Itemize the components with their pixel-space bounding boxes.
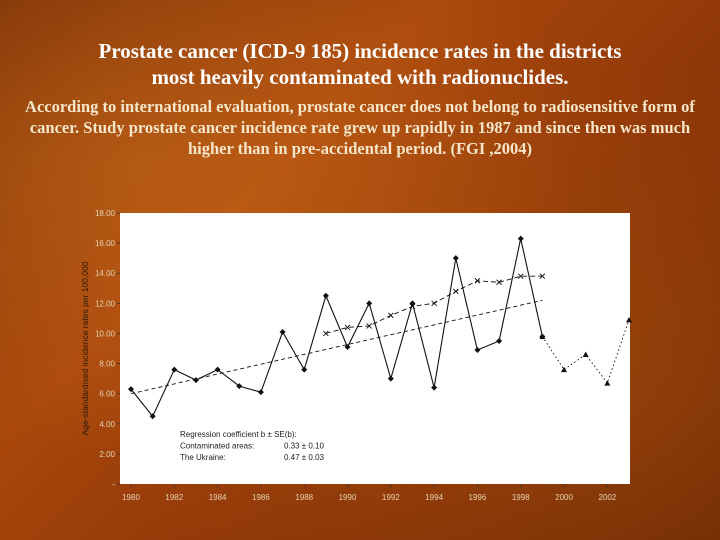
x-tick-label: 2000 [555,493,573,502]
data-point [452,255,459,262]
series-line-1 [542,319,630,385]
legend-row-value-1: 0.33 ± 0.10 [284,442,325,451]
data-point [323,330,329,337]
x-tick-label: 1998 [512,493,530,502]
data-point [214,366,221,373]
y-tick-label: 16.00 [95,239,116,248]
data-point [431,300,437,307]
x-tick-label: 1980 [122,493,140,502]
data-point [517,273,524,280]
y-tick-label: - [112,480,115,489]
data-point [257,389,264,396]
x-tick-label: 2002 [598,493,616,502]
data-point [474,347,481,354]
title-line-2: most heavily contaminated with radionucl… [151,65,569,89]
title-line-1: Prostate cancer (ICD-9 185) incidence ra… [98,39,622,63]
data-point [301,366,308,373]
regression-legend: Regression coefficient b ± SE(b): Contam… [180,430,325,462]
data-point [344,324,351,331]
data-point [539,273,546,280]
data-point [626,316,632,323]
data-point [496,279,502,286]
data-point [474,277,481,284]
data-point [344,343,351,350]
y-tick-label: 2.00 [99,450,115,459]
x-tick-label: 1992 [382,493,400,502]
data-point [366,300,373,307]
y-tick-label: 12.00 [95,299,116,308]
y-tick-label: 14.00 [95,269,116,278]
plot-area [120,213,630,484]
y-axis: - 2.00 4.00 6.00 8.00 10.00 12.00 14.00 16.00 18.… [95,209,120,489]
data-point [366,323,372,329]
data-point [387,375,394,382]
data-point [149,413,156,420]
series-layer [128,235,632,420]
x-tick-label: 1982 [165,493,183,502]
data-point [604,380,611,386]
data-point [496,337,503,344]
y-tick-label: 6.00 [99,390,115,399]
slide-title: Prostate cancer (ICD-9 185) incidence ra… [20,38,700,90]
data-point [388,312,394,319]
y-tick-label: 18.00 [95,209,116,218]
data-point [192,377,199,384]
data-point [582,351,589,358]
data-point [171,366,178,373]
x-axis: 1980 1982 1984 1986 1988 1990 1992 1994 1996 1998… [122,484,617,502]
data-point [561,366,568,373]
x-tick-label: 1996 [469,493,487,502]
data-point [128,386,134,393]
legend-row-label-1: Contaminated areas: [180,442,254,451]
y-tick-label: 10.00 [95,329,116,338]
x-tick-label: 1994 [425,493,443,502]
data-point [322,292,329,299]
x-tick-label: 1986 [252,493,270,502]
legend-row-label-2: The Ukraine: [180,453,226,462]
x-tick-label: 1988 [295,493,313,502]
data-point [431,384,438,391]
legend-row-value-2: 0.47 ± 0.03 [284,453,325,462]
x-tick-label: 1984 [209,493,227,502]
x-tick-label: 1990 [339,493,357,502]
series-line-3 [130,299,543,395]
y-axis-label: Age-standardised incidence rates per 100… [80,261,90,435]
data-point [539,333,546,339]
legend-title: Regression coefficient b ± SE(b): [180,430,297,439]
slide-subtitle: According to international evaluation, p… [25,97,695,158]
y-tick-label: 8.00 [99,360,115,369]
y-tick-label: 4.00 [99,420,115,429]
data-point [452,288,459,295]
data-point [279,328,286,335]
data-point [409,303,416,310]
data-point [236,383,243,390]
data-point [517,235,524,242]
